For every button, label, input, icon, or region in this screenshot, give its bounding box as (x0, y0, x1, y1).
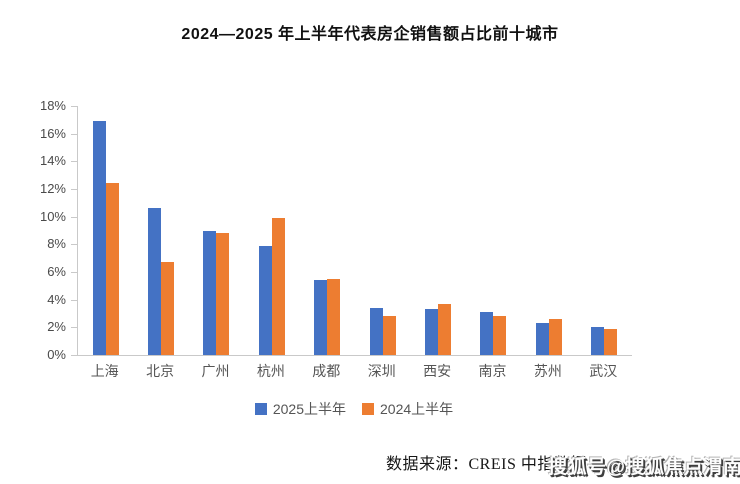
bar-group (78, 106, 133, 355)
bar-2024上半年-南京 (493, 316, 507, 355)
bar-2024上半年-武汉 (604, 328, 618, 355)
y-axis-label: 6% (47, 264, 66, 279)
source-text: 数据来源：CREIS 中指数据 (386, 456, 587, 473)
bar-2025上半年-武汉 (591, 327, 605, 355)
y-axis-label: 10% (39, 208, 66, 224)
bar-group (466, 106, 521, 355)
y-axis-label: 18% (39, 98, 66, 113)
x-axis-label: 成都 (312, 363, 341, 379)
y-axis-tick (71, 133, 77, 135)
bar-2025上半年-上海 (92, 121, 106, 355)
bar-group (244, 106, 299, 355)
bar-2025上半年-成都 (314, 280, 328, 355)
bar-group (133, 106, 188, 355)
bar-2024上半年-成都 (327, 278, 341, 355)
legend-label: 2025上半年 (272, 401, 346, 417)
bar-group (577, 106, 632, 355)
x-axis-label: 西安 (423, 363, 452, 379)
bar-group (410, 106, 465, 355)
bar-2024上半年-西安 (438, 303, 452, 355)
x-axis-label: 北京 (146, 363, 175, 379)
bar-2025上半年-西安 (425, 309, 439, 355)
plot-area (77, 106, 632, 356)
legend-item: 2024上半年 (362, 399, 453, 419)
legend-item: 2025上半年 (254, 399, 346, 419)
legend-swatch-icon (362, 403, 374, 415)
x-axis-label: 广州 (201, 363, 230, 379)
bar-2024上半年-深圳 (382, 316, 396, 355)
bar-2025上半年-杭州 (258, 245, 272, 355)
bar-2024上半年-广州 (216, 233, 230, 355)
x-axis-label: 南京 (478, 363, 507, 379)
y-axis-tick (71, 327, 77, 329)
watermark-text: 搜狐号@搜狐焦点渭南站 (548, 457, 740, 478)
y-axis-label: 4% (47, 291, 66, 307)
bar-2025上半年-深圳 (369, 307, 383, 355)
y-axis-label: 12% (39, 181, 66, 196)
legend: 2025上半年 2024上半年 (77, 399, 631, 419)
x-axis-label: 苏州 (533, 363, 562, 379)
bar-group (300, 106, 355, 355)
x-axis-label: 武汉 (589, 363, 618, 379)
legend-label: 2024上半年 (380, 401, 454, 417)
legend-swatch-icon (254, 403, 267, 415)
bar-2024上半年-杭州 (271, 218, 285, 355)
bar-2024上半年-苏州 (548, 319, 562, 355)
y-axis-label: 8% (47, 236, 66, 252)
x-axis-label: 上海 (90, 363, 119, 379)
y-axis-label: 16% (39, 125, 66, 141)
x-axis-label: 杭州 (256, 363, 285, 379)
bar-2025上半年-南京 (480, 312, 494, 355)
bar-group (355, 106, 410, 355)
y-axis-tick (71, 272, 77, 273)
y-axis-label: 14% (39, 153, 66, 169)
y-axis-label: 2% (47, 319, 66, 335)
bar-2025上半年-广州 (203, 230, 217, 355)
y-axis-tick (71, 355, 77, 356)
chart-title: 2024—2025 年上半年代表房企销售额占比前十城市 (181, 26, 559, 43)
y-axis-tick (71, 299, 77, 301)
y-axis-tick (71, 106, 77, 107)
bar-2024上半年-北京 (161, 262, 175, 355)
y-axis-tick (71, 189, 77, 190)
x-axis-label: 深圳 (367, 363, 396, 379)
y-axis-tick (71, 244, 77, 246)
bar-2025上半年-苏州 (535, 323, 549, 355)
bar-2025上半年-北京 (148, 208, 162, 355)
bar-2024上半年-上海 (105, 183, 119, 355)
y-axis-label: 0% (47, 347, 66, 362)
bar-group (189, 106, 244, 355)
y-axis-tick (71, 161, 77, 163)
y-axis-tick (71, 216, 77, 218)
bar-group (521, 106, 576, 355)
